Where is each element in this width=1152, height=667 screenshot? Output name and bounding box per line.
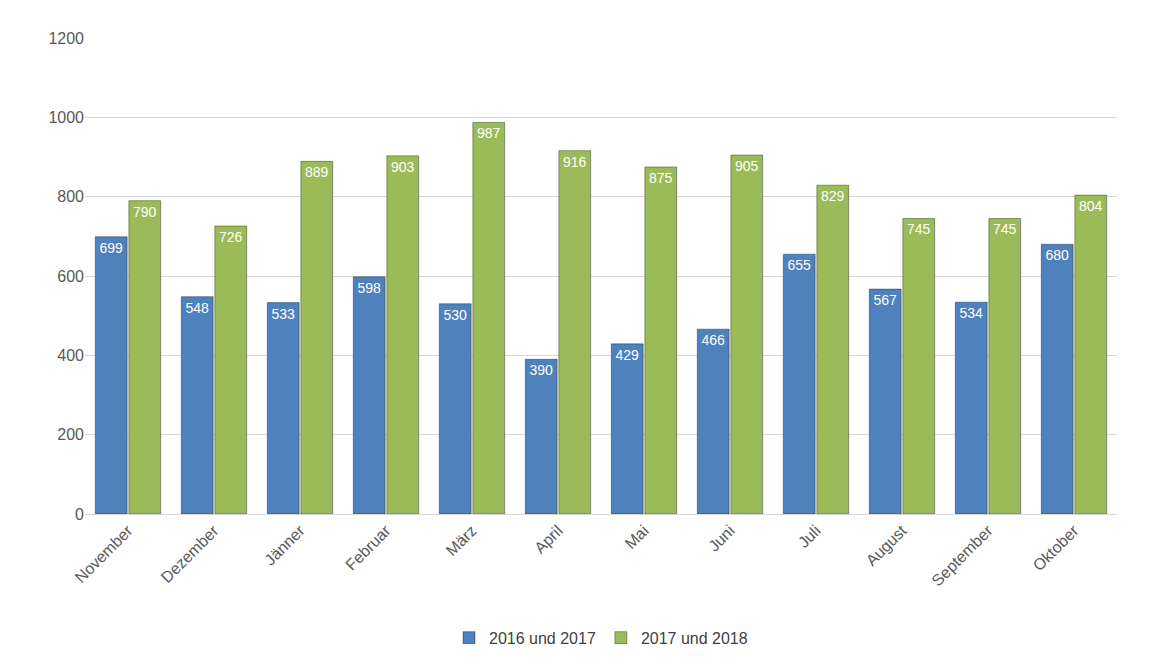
svg-text:530: 530 <box>443 307 467 323</box>
svg-text:Mai: Mai <box>622 522 652 552</box>
svg-text:905: 905 <box>735 158 759 174</box>
svg-text:655: 655 <box>787 257 811 273</box>
svg-text:März: März <box>443 522 480 559</box>
svg-text:567: 567 <box>873 292 897 308</box>
svg-text:600: 600 <box>57 268 84 285</box>
svg-text:400: 400 <box>57 347 84 364</box>
svg-text:2017 und 2018: 2017 und 2018 <box>641 630 748 647</box>
svg-text:Juli: Juli <box>795 522 824 551</box>
svg-text:200: 200 <box>57 426 84 443</box>
svg-text:745: 745 <box>993 221 1017 237</box>
svg-text:Dezember: Dezember <box>158 521 223 586</box>
svg-text:Jänner: Jänner <box>261 521 308 568</box>
svg-text:804: 804 <box>1079 198 1103 214</box>
svg-text:Februar: Februar <box>342 521 394 573</box>
svg-text:0: 0 <box>75 506 84 523</box>
svg-text:598: 598 <box>357 280 381 296</box>
svg-text:533: 533 <box>271 306 295 322</box>
svg-text:2016 und 2017: 2016 und 2017 <box>489 630 596 647</box>
svg-text:726: 726 <box>219 229 243 245</box>
svg-text:429: 429 <box>615 347 639 363</box>
svg-text:Oktober: Oktober <box>1030 521 1083 574</box>
svg-text:534: 534 <box>959 305 983 321</box>
svg-text:875: 875 <box>649 170 673 186</box>
svg-text:1000: 1000 <box>48 109 84 126</box>
svg-text:829: 829 <box>821 188 845 204</box>
svg-text:November: November <box>72 521 137 586</box>
svg-text:390: 390 <box>529 362 553 378</box>
svg-text:548: 548 <box>185 300 209 316</box>
svg-text:April: April <box>531 522 566 557</box>
svg-text:Juni: Juni <box>705 522 738 555</box>
svg-text:September: September <box>928 521 996 589</box>
svg-text:889: 889 <box>305 164 329 180</box>
svg-text:466: 466 <box>701 332 725 348</box>
svg-text:680: 680 <box>1045 247 1069 263</box>
svg-text:August: August <box>863 522 911 570</box>
svg-text:699: 699 <box>99 240 123 256</box>
svg-text:1200: 1200 <box>48 30 84 47</box>
svg-text:916: 916 <box>563 154 587 170</box>
svg-text:903: 903 <box>391 159 415 175</box>
svg-text:745: 745 <box>907 221 931 237</box>
svg-text:790: 790 <box>133 204 157 220</box>
svg-text:987: 987 <box>477 125 501 141</box>
svg-text:800: 800 <box>57 188 84 205</box>
